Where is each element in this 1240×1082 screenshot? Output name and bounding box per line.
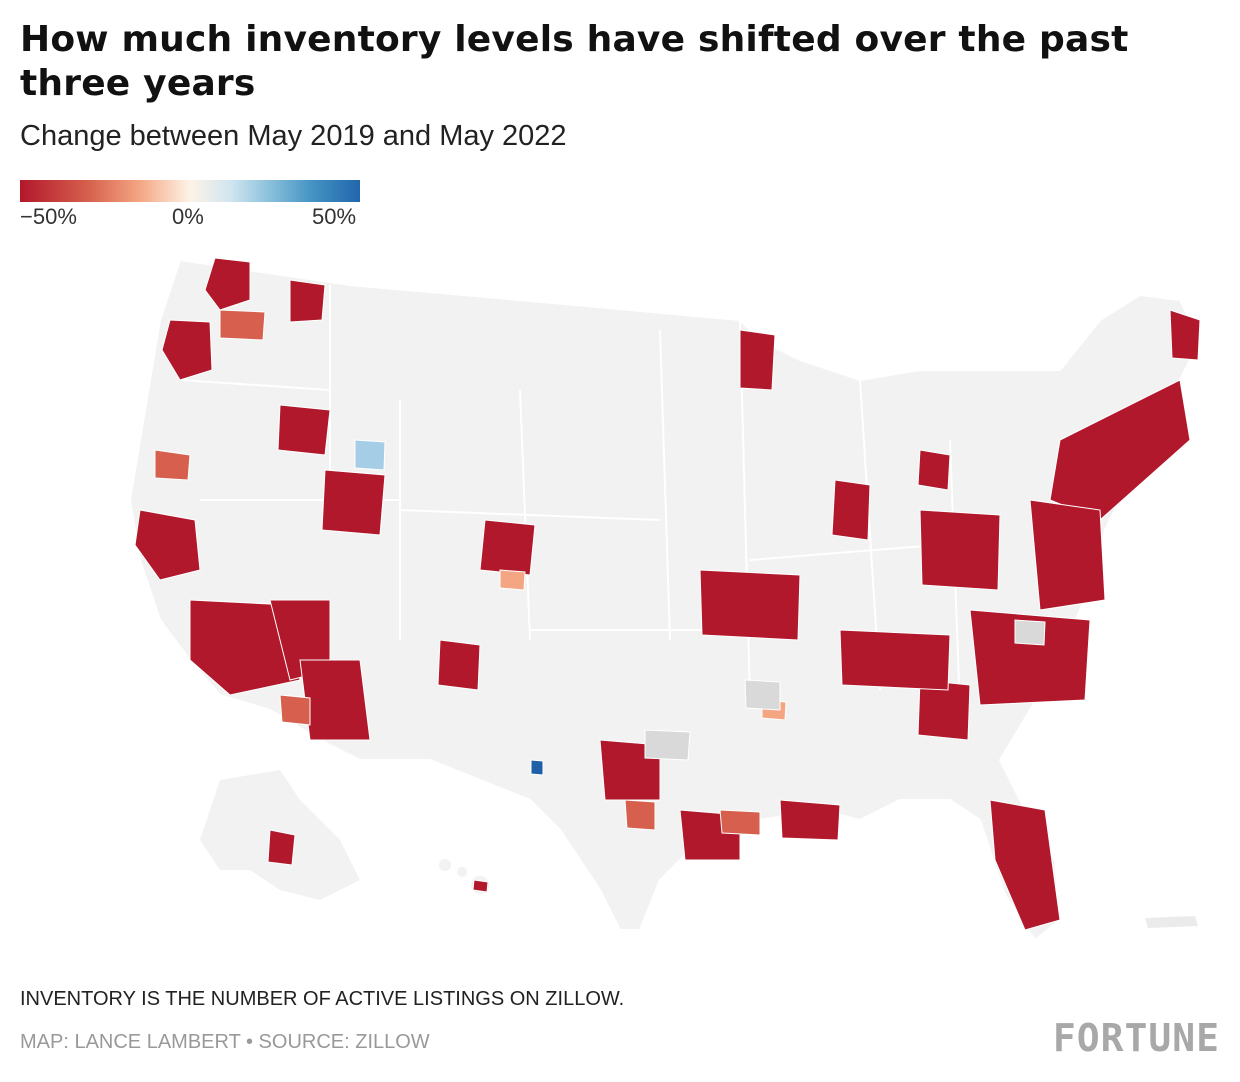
metro-salt-lake: [321, 469, 386, 536]
puerto-rico-land: [1145, 916, 1198, 928]
legend-max-label: 50%: [312, 204, 357, 229]
us-land: [128, 258, 1202, 940]
metro-moderate-decline: [154, 309, 761, 836]
metro-portland: [161, 319, 213, 381]
metro-mid-atlantic: [1029, 499, 1106, 611]
metro-atlanta: [917, 679, 971, 741]
metro-yakima: [219, 309, 266, 341]
us-metro-map: [128, 257, 1202, 940]
metro-albuquerque: [437, 639, 481, 691]
metro-minneapolis: [739, 329, 776, 391]
metro-arkansas: [744, 679, 781, 711]
metro-seattle: [204, 257, 251, 311]
footnote: INVENTORY IS THE NUMBER OF ACTIVE LISTIN…: [20, 988, 625, 1010]
metro-san-antonio: [624, 799, 656, 831]
metro-no-data: [644, 619, 1046, 761]
metro-spokane: [289, 279, 326, 323]
metro-ohio: [919, 509, 1001, 591]
metro-increase: [354, 439, 544, 776]
metro-redding: [154, 449, 191, 481]
metro-areas: [134, 257, 1201, 931]
metro-tennessee: [839, 629, 951, 691]
chart-title: How much inventory levels have shifted o…: [20, 19, 1129, 104]
metro-raleigh: [1014, 619, 1046, 646]
metro-honolulu: [472, 879, 489, 893]
chart-subtitle: Change between May 2019 and May 2022: [20, 120, 567, 152]
metro-denver: [479, 519, 536, 576]
metro-carolinas: [969, 609, 1091, 706]
legend-color-bar: [20, 180, 360, 202]
metro-maine: [1169, 309, 1201, 361]
credit-line: MAP: LANCE LAMBERT • SOURCE: ZILLOW: [20, 1031, 430, 1053]
metro-anchorage: [267, 829, 296, 866]
metro-chicago: [831, 479, 871, 541]
metro-oklahoma-city: [644, 729, 691, 761]
metro-sf-bay: [134, 509, 201, 581]
metro-beaumont: [719, 809, 761, 836]
metro-florida: [989, 799, 1061, 931]
metro-boulder: [499, 569, 526, 591]
metro-new-orleans: [779, 799, 841, 841]
legend-mid-label: 0%: [172, 204, 204, 229]
metro-northeast: [1049, 379, 1191, 521]
metro-boise: [277, 404, 331, 456]
metro-tucson: [279, 694, 311, 726]
metro-detroit: [917, 449, 951, 491]
brand-logo: FORTUNE: [1052, 1016, 1220, 1060]
metro-midland: [530, 759, 544, 776]
color-legend: −50% 0% 50%: [20, 180, 360, 229]
legend-min-label: −50%: [20, 204, 77, 229]
metro-idaho-falls: [354, 439, 386, 471]
metro-missouri: [699, 569, 801, 641]
